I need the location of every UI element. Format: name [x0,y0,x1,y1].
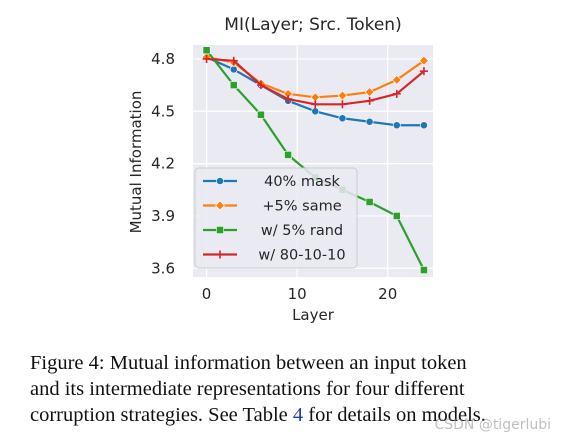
chart-figure: 0 10 20 3.6 3.9 4.2 4.5 4.8 MI(Layer; Src. Toke… [127,15,433,324]
x-tick-label: 0 [202,285,212,303]
caption-line-3: corruption strategies. See Table 4 for d… [30,402,542,428]
caption-line-1: Figure 4: Mutual information between an … [30,352,467,374]
data-point-w-5-rand [284,150,292,159]
x-tick-label: 20 [378,285,397,303]
watermark: CSDN @tigerlubi [434,417,551,433]
y-tick-label: 3.9 [151,207,175,225]
data-point-w-80-10-10 [392,89,401,98]
data-point-w-5-rand [202,46,211,55]
legend-label-5-same: +5% same [262,199,341,215]
data-point-40-mask [365,117,374,126]
data-point-w-80-10-10 [338,100,347,109]
data-point-w-5-rand [257,110,265,119]
data-point-w-5-rand [420,266,428,274]
data-point-w-80-10-10 [229,56,238,65]
data-point-40-mask [392,121,401,130]
y-tick-label: 4.8 [151,50,175,68]
y-tick-label: 4.5 [151,102,175,120]
legend-label-w-80-10-10: w/ 80-10-10 [258,248,345,264]
data-point-w-80-10-10 [365,96,374,105]
data-point-40-mask [311,107,320,116]
legend-label-w-5-rand: w/ 5% rand [261,223,343,239]
figure-caption: Figure 4: Mutual information between an … [30,350,542,428]
data-point-5-same [337,90,348,101]
data-point-5-same [364,87,375,97]
data-point-40-mask [338,114,347,123]
legend-label-40-mask: 40% mask [264,174,340,190]
data-point-w-5-rand [229,81,238,90]
data-point-w-80-10-10 [284,95,293,104]
y-tick-label: 3.6 [151,259,175,277]
data-point-w-80-10-10 [202,54,211,63]
legend-box [194,167,358,269]
data-point-40-mask [420,121,428,130]
y-axis-label: Mutual Information [127,91,145,234]
legend-marker-40-mask [216,177,224,185]
caption-line-3-start: corruption strategies. See Table [30,404,293,426]
legend-marker-w-5-rand [216,226,224,234]
data-point-w-80-10-10 [419,67,428,76]
legend: 40% mask +5% same w/ 5% rand w/ 80-10-10 [194,167,358,269]
data-point-5-same [391,75,402,85]
caption-line-3-end: for details on models. [303,404,486,426]
axis-layer: 0 10 20 3.6 3.9 4.2 4.5 4.8 [151,50,397,303]
legend-marker-5-same [215,200,225,211]
data-point-5-same [419,55,429,66]
legend-marker-w-80-10-10 [216,250,224,259]
x-axis-label: Layer [292,306,335,324]
data-point-w-5-rand [392,212,401,220]
y-tick-label: 4.2 [151,155,175,173]
data-point-w-5-rand [365,198,374,206]
x-tick-label: 10 [288,285,307,303]
chart-title: MI(Layer; Src. Token) [224,15,401,35]
chart-svg: 0 10 20 3.6 3.9 4.2 4.5 4.8 MI(Layer; Src. Toke… [127,15,433,324]
data-point-w-80-10-10 [311,100,320,109]
table-reference-link[interactable]: 4 [292,404,304,426]
caption-line-2: and its intermediate representations for… [30,378,465,400]
data-point-w-80-10-10 [256,81,265,90]
